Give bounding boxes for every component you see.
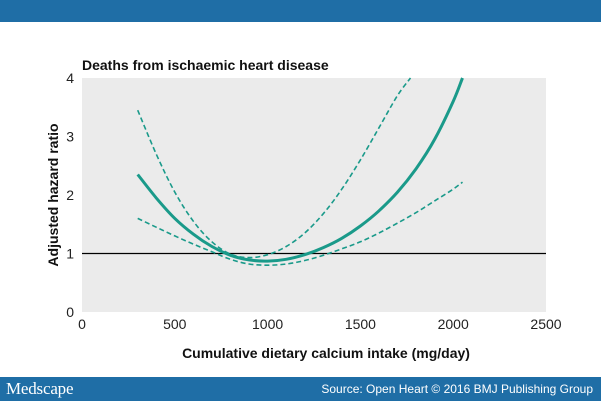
x-tick-label: 1500 xyxy=(345,316,376,332)
x-tick-label: 2500 xyxy=(530,316,561,332)
footer-bar: Medscape Source: Open Heart © 2016 BMJ P… xyxy=(0,377,601,401)
y-tick-label: 1 xyxy=(66,246,74,262)
series-layer xyxy=(82,77,546,267)
x-tick-label: 1000 xyxy=(252,316,283,332)
y-tick-label: 3 xyxy=(66,129,74,145)
tick-labels: 0 1 2 3 4 0 500 1000 1500 2000 2500 xyxy=(66,70,562,332)
medscape-logo: Medscape xyxy=(6,379,74,398)
y-tick-label: 0 xyxy=(66,304,74,320)
x-axis-label: Cumulative dietary calcium intake (mg/da… xyxy=(182,345,470,361)
x-tick-label: 0 xyxy=(78,316,86,332)
plot-area xyxy=(82,78,546,312)
hazard-ratio-line xyxy=(136,77,464,263)
chart: Deaths from ischaemic heart disease Adju… xyxy=(0,22,601,377)
source-credit: Source: Open Heart © 2016 BMJ Publishing… xyxy=(321,382,593,396)
y-tick-label: 2 xyxy=(66,187,74,203)
y-axis-label: Adjusted hazard ratio xyxy=(45,123,61,266)
confidence-bound-line-2 xyxy=(137,181,463,267)
confidence-bound-line-1 xyxy=(136,77,412,259)
x-tick-label: 2000 xyxy=(438,316,469,332)
x-tick-label: 500 xyxy=(163,316,187,332)
header-bar xyxy=(0,0,601,22)
chart-title: Deaths from ischaemic heart disease xyxy=(82,57,329,73)
chart-svg: Deaths from ischaemic heart disease Adju… xyxy=(45,57,562,361)
y-tick-label: 4 xyxy=(66,70,74,86)
